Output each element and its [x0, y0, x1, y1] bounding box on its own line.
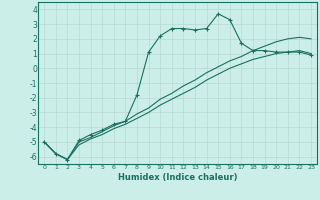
X-axis label: Humidex (Indice chaleur): Humidex (Indice chaleur)	[118, 173, 237, 182]
